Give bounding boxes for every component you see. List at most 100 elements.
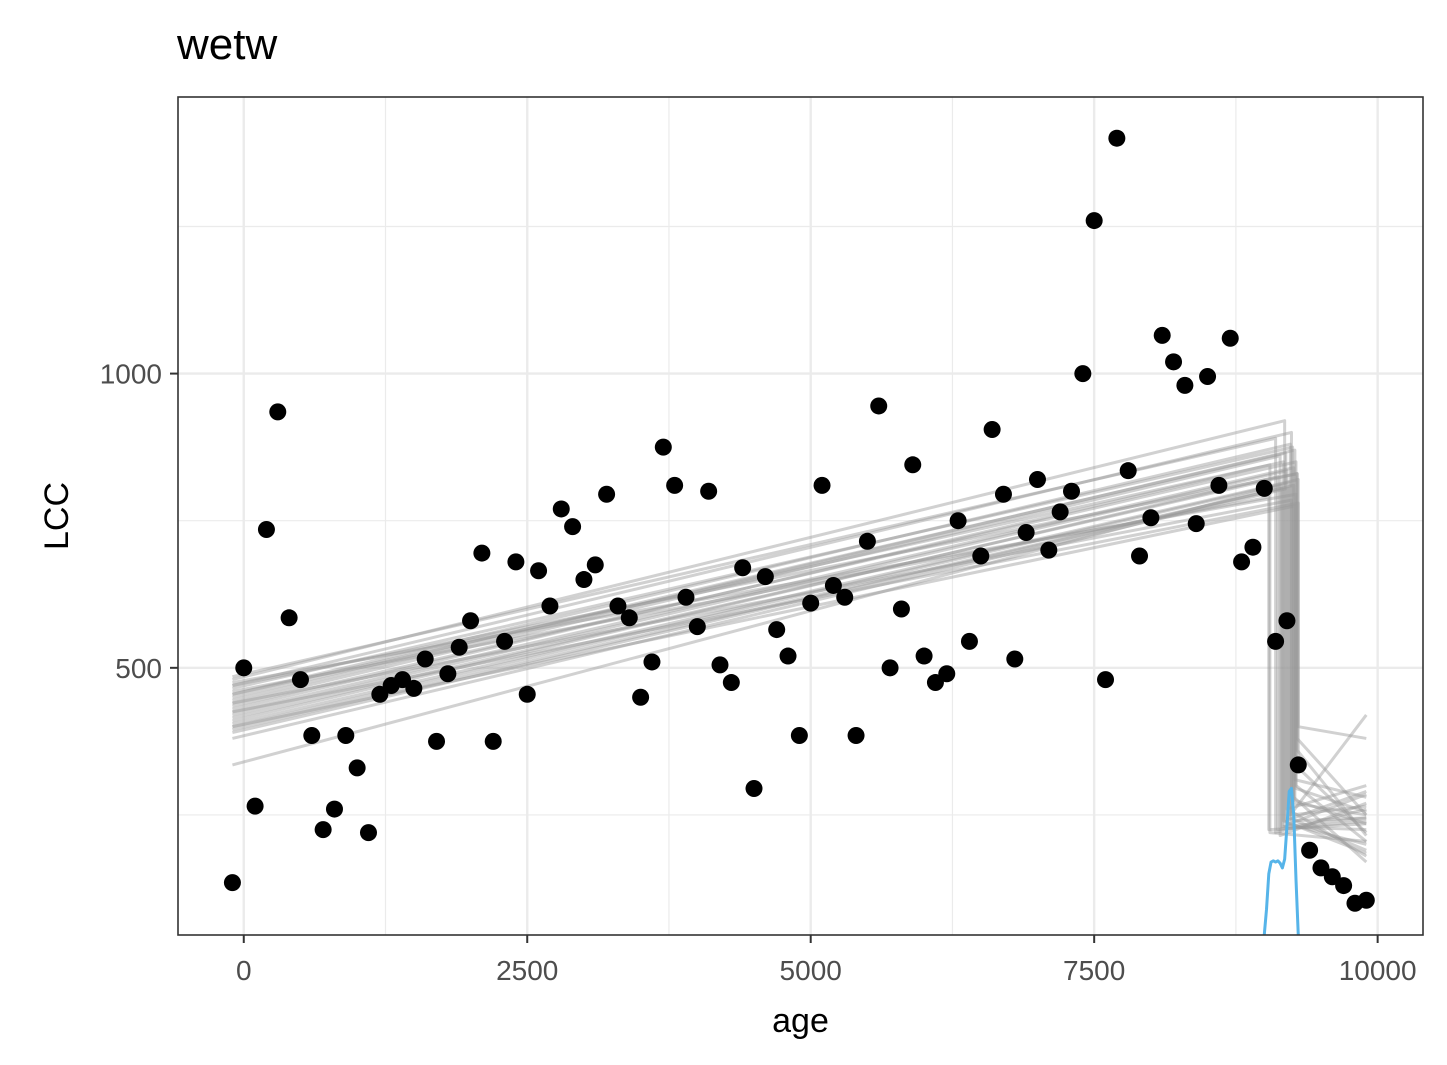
data-point xyxy=(688,618,706,636)
data-point xyxy=(677,588,695,606)
data-point xyxy=(892,600,910,618)
data-point xyxy=(1176,376,1194,394)
fit-line xyxy=(232,504,1367,799)
data-point xyxy=(428,732,446,750)
data-point xyxy=(836,588,854,606)
data-point xyxy=(1255,479,1273,497)
data-point xyxy=(620,609,638,627)
data-point xyxy=(1017,523,1035,541)
data-point xyxy=(847,727,865,745)
data-point xyxy=(405,679,423,697)
data-point xyxy=(598,485,616,503)
data-point xyxy=(722,674,740,692)
data-point xyxy=(1221,329,1239,347)
y-axis-title: LCC xyxy=(38,482,76,550)
data-point xyxy=(632,688,650,706)
panel-border xyxy=(177,96,1424,936)
data-point xyxy=(1187,515,1205,533)
data-point xyxy=(1244,538,1262,556)
data-point xyxy=(1278,612,1296,630)
data-point xyxy=(291,671,309,689)
data-point xyxy=(1085,212,1103,230)
data-point xyxy=(1153,326,1171,344)
fit-line xyxy=(232,486,1367,846)
density-curve-group xyxy=(1262,786,1300,935)
chart-title: wetw xyxy=(177,20,278,69)
data-point xyxy=(1074,365,1092,383)
data-point xyxy=(1097,671,1115,689)
y-axis-ticks: 500 1000 xyxy=(100,359,178,684)
fit-line xyxy=(232,442,1368,817)
data-point xyxy=(530,562,548,580)
fit-line xyxy=(232,469,1367,811)
data-point xyxy=(1233,553,1251,571)
data-point xyxy=(325,800,343,818)
data-point xyxy=(416,650,434,668)
data-point xyxy=(1006,650,1024,668)
data-point xyxy=(949,512,967,530)
data-point xyxy=(654,438,672,456)
data-point xyxy=(1062,482,1080,500)
data-points xyxy=(223,129,1375,912)
data-point xyxy=(802,594,820,612)
data-point xyxy=(1119,462,1137,480)
data-point xyxy=(1199,368,1217,386)
data-point xyxy=(1289,756,1307,774)
data-point xyxy=(1267,632,1285,650)
data-point xyxy=(1165,353,1183,371)
fit-lines xyxy=(232,419,1368,864)
fit-line xyxy=(232,463,1367,843)
data-point xyxy=(1357,891,1375,909)
data-point xyxy=(1028,471,1046,489)
data-point xyxy=(904,456,922,474)
data-point xyxy=(779,647,797,665)
data-point xyxy=(972,547,990,565)
data-point xyxy=(711,656,729,674)
density-curve xyxy=(1262,786,1300,935)
fit-line xyxy=(232,466,1368,864)
data-point xyxy=(541,597,559,615)
data-point xyxy=(1131,547,1149,565)
x-tick-label: 10000 xyxy=(1339,955,1417,986)
data-point xyxy=(1108,129,1126,147)
data-point xyxy=(983,420,1001,438)
data-point xyxy=(881,659,899,677)
x-tick-label: 7500 xyxy=(1063,955,1125,986)
data-point xyxy=(643,653,661,671)
fit-line xyxy=(232,483,1367,829)
data-point xyxy=(564,518,582,536)
data-point xyxy=(609,597,627,615)
fit-line xyxy=(232,472,1368,837)
data-point xyxy=(450,638,468,656)
data-point xyxy=(552,500,570,518)
data-point xyxy=(666,476,684,494)
data-point xyxy=(756,568,774,586)
data-point xyxy=(858,532,876,550)
fit-line xyxy=(232,478,1367,740)
data-point xyxy=(734,559,752,577)
fit-line xyxy=(232,445,1368,858)
data-point xyxy=(337,727,355,745)
data-point xyxy=(1301,841,1319,859)
x-axis-title: age xyxy=(772,1002,829,1040)
data-point xyxy=(813,476,831,494)
data-point xyxy=(223,874,241,892)
fit-line xyxy=(232,498,1367,817)
x-tick-label: 0 xyxy=(236,955,252,986)
fit-line xyxy=(232,486,1367,832)
data-point xyxy=(303,727,321,745)
x-axis-ticks: 0 2500 5000 7500 10000 xyxy=(236,935,1417,986)
fit-line xyxy=(232,480,1367,852)
data-point xyxy=(359,824,377,842)
data-point xyxy=(473,544,491,562)
data-point xyxy=(439,665,457,683)
y-tick-label: 1000 xyxy=(100,359,162,390)
data-point xyxy=(280,609,298,627)
data-point xyxy=(462,612,480,630)
fit-line xyxy=(232,492,1368,843)
data-point xyxy=(960,632,978,650)
data-point xyxy=(1142,509,1160,527)
data-point xyxy=(575,571,593,589)
data-point xyxy=(586,556,604,574)
data-point xyxy=(745,779,763,797)
